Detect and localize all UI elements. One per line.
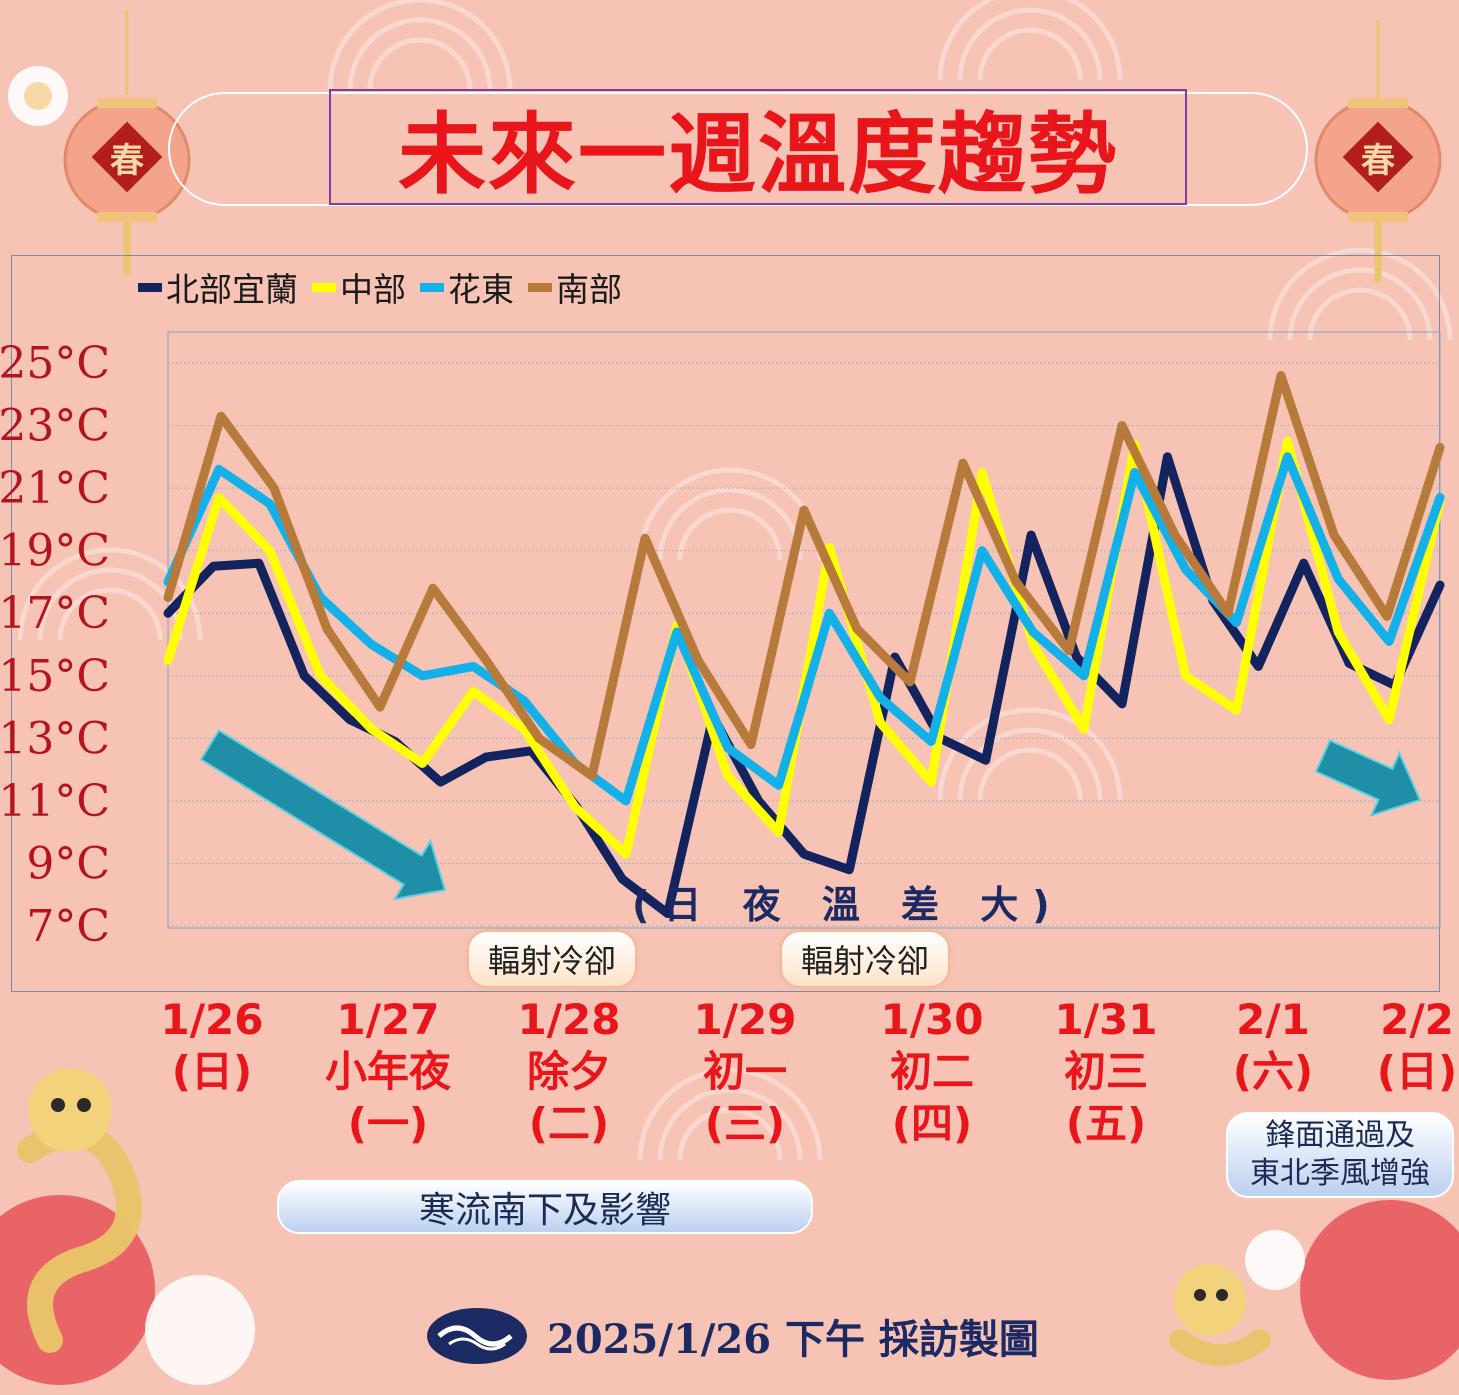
- y-tick-label: 19°C: [0, 526, 110, 577]
- legend-label-north: 北部宜蘭: [166, 270, 298, 309]
- day-night-difference-note: (日 夜 溫 差 大): [632, 883, 1064, 927]
- date-jan31-holiday: 初三: [1063, 1047, 1148, 1096]
- lantern-right: 春: [1314, 20, 1442, 282]
- y-tick-label: 7°C: [26, 901, 110, 952]
- legend-item-north: 北部宜蘭: [138, 263, 298, 311]
- legend-item-east: 花東: [420, 263, 514, 311]
- y-tick-label: 23°C: [0, 401, 110, 452]
- wave-pattern-top: [327, 0, 1123, 91]
- radiative-cooling-tag-1: 輻射冷卻: [469, 932, 635, 986]
- date-label-jan30: 1/30 初二 (四): [847, 994, 1017, 1150]
- legend-swatch-east: [420, 282, 444, 292]
- trend-arrow-down: [199, 729, 447, 901]
- y-tick-label: 21°C: [0, 463, 110, 514]
- date-label-jan31: 1/31 初三 (五): [1021, 994, 1191, 1150]
- y-tick-label: 25°C: [0, 338, 110, 389]
- legend-swatch-south: [528, 282, 552, 292]
- lantern-left: 春: [63, 10, 191, 275]
- date-label-jan28: 1/28 除夕 (二): [484, 994, 654, 1150]
- date-jan26-weekday: (日): [171, 1047, 253, 1096]
- front-text-line2: 東北季風增強: [1250, 1156, 1430, 1191]
- date-jan29-weekday: (三): [704, 1099, 786, 1148]
- trend-arrow-up: [1314, 739, 1422, 817]
- date-jan31-date: 1/31: [1054, 995, 1158, 1044]
- title-pill: [168, 92, 1308, 206]
- legend-item-central: 中部: [312, 263, 406, 311]
- legend-label-east: 花東: [448, 270, 514, 309]
- cold-surge-text: 寒流南下及影響: [418, 1190, 671, 1231]
- date-jan30-date: 1/30: [880, 995, 984, 1044]
- date-jan28-holiday: 除夕: [526, 1047, 611, 1096]
- chart-title: 未來一週溫度趨勢: [397, 102, 1118, 206]
- date-label-jan26: 1/26 (日): [127, 994, 297, 1098]
- date-feb1-weekday: (六): [1232, 1047, 1314, 1096]
- y-tick-label: 13°C: [0, 713, 110, 764]
- legend-swatch-central: [312, 282, 336, 292]
- date-jan28-weekday: (二): [528, 1099, 610, 1148]
- date-feb2-weekday: (日): [1376, 1047, 1458, 1096]
- date-jan27-date: 1/27: [336, 995, 440, 1044]
- legend-item-south: 南部: [528, 263, 622, 311]
- series-line: [163, 371, 1445, 781]
- y-tick-label: 9°C: [26, 838, 110, 889]
- cold-surge-box: 寒流南下及影響: [277, 1180, 813, 1234]
- flower-decoration-top-left: [8, 66, 68, 126]
- mascot-snake-right: [1169, 1264, 1271, 1366]
- date-jan29-holiday: 初一: [702, 1047, 787, 1096]
- date-jan26-date: 1/26: [160, 995, 264, 1044]
- date-label-feb2: 2/2 (日): [1332, 994, 1459, 1098]
- date-label-jan29: 1/29 初一 (三): [660, 994, 830, 1150]
- legend-swatch-north: [138, 282, 162, 292]
- y-tick-label: 15°C: [0, 651, 110, 702]
- legend-label-central: 中部: [340, 270, 406, 309]
- legend-label-south: 南部: [556, 270, 622, 309]
- footer-text: 2025/1/26 下午 採訪製圖: [547, 1316, 1039, 1363]
- footer: 2025/1/26 下午 採訪製圖: [425, 1305, 1039, 1367]
- date-label-feb1: 2/1 (六): [1188, 994, 1358, 1098]
- date-jan30-holiday: 初二: [889, 1047, 974, 1096]
- lantern-left-label: 春: [110, 141, 144, 181]
- front-box: 鋒面通過及 東北季風增強: [1226, 1112, 1454, 1198]
- date-jan28-date: 1/28: [517, 995, 621, 1044]
- lantern-right-label: 春: [1361, 141, 1395, 181]
- date-jan27-weekday: (一): [347, 1099, 429, 1148]
- date-label-jan27: 1/27 小年夜 (一): [303, 994, 473, 1150]
- radiative-cooling-tag-2: 輻射冷卻: [782, 932, 948, 986]
- date-jan30-weekday: (四): [891, 1099, 973, 1148]
- y-tick-label: 17°C: [0, 588, 110, 639]
- plot-area: [167, 331, 1441, 929]
- date-feb2-date: 2/2: [1380, 995, 1454, 1044]
- wave-pattern-middle: [17, 247, 1453, 1161]
- weather-bureau-logo-icon: [427, 1308, 527, 1364]
- date-jan27-holiday: 小年夜: [324, 1047, 451, 1096]
- date-feb1-date: 2/1: [1236, 995, 1310, 1044]
- mascot-snake-left: [17, 1068, 142, 1353]
- front-text-line1: 鋒面通過及: [1265, 1118, 1415, 1153]
- date-jan29-date: 1/29: [693, 995, 797, 1044]
- y-tick-label: 11°C: [0, 776, 110, 827]
- legend: 北部宜蘭 中部 花東 南部: [138, 265, 622, 309]
- title-box: 未來一週溫度趨勢: [329, 89, 1187, 206]
- date-jan31-weekday: (五): [1065, 1099, 1147, 1148]
